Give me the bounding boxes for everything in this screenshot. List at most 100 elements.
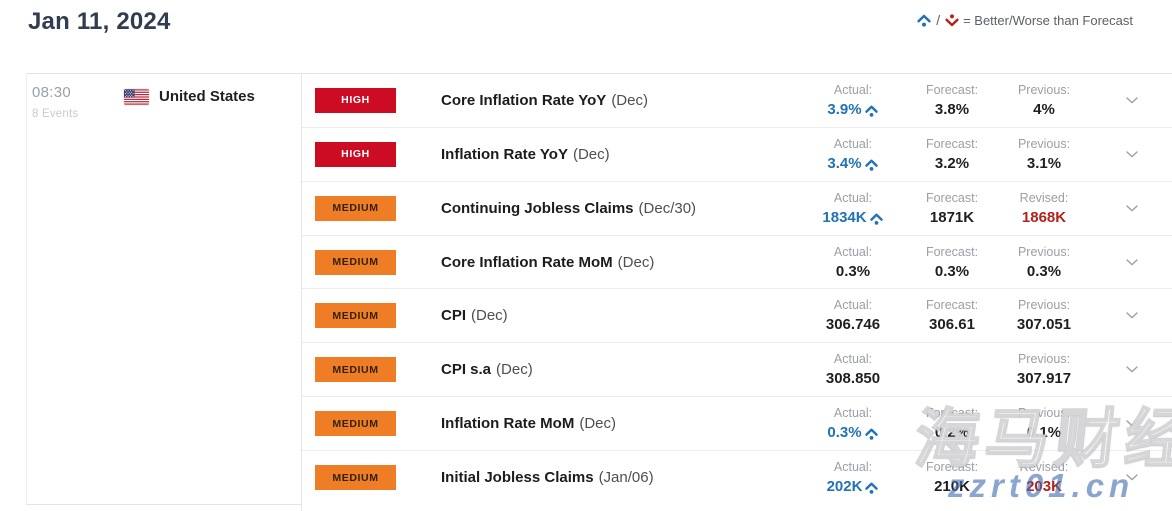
caret-down-dot-icon: [944, 13, 960, 28]
expand-chevron-icon[interactable]: [1122, 308, 1142, 323]
importance-cell: MEDIUM: [302, 182, 409, 235]
previous-column: Revised: 1868K: [996, 182, 1092, 235]
better-than-forecast-icon: [864, 104, 879, 118]
importance-cell: MEDIUM: [302, 343, 409, 396]
importance-badge: MEDIUM: [315, 195, 396, 221]
forecast-value: 306.61: [929, 316, 975, 334]
event-title: CPI s.a (Dec): [409, 343, 798, 396]
expand-chevron-icon[interactable]: [1122, 255, 1142, 270]
importance-badge: HIGH: [315, 87, 396, 113]
actual-column: Actual: 202K: [798, 451, 908, 505]
legend: / = Better/Worse than Forecast: [916, 12, 1133, 28]
importance-badge: HIGH: [315, 141, 396, 167]
legend-separator: /: [936, 12, 941, 28]
expand-cell: [1092, 451, 1172, 505]
column-divider: [301, 73, 302, 511]
actual-value: 308.850: [825, 370, 881, 388]
previous-label: Revised:: [1019, 460, 1069, 475]
previous-value: 307.917: [1016, 370, 1072, 388]
event-name: Continuing Jobless Claims: [441, 199, 634, 217]
importance-badge: MEDIUM: [315, 465, 396, 491]
expand-cell: [1092, 128, 1172, 181]
importance-badge: MEDIUM: [315, 357, 396, 383]
forecast-label: Forecast:: [925, 83, 979, 97]
actual-label: Actual:: [833, 460, 873, 475]
importance-badge: MEDIUM: [315, 411, 396, 437]
previous-column: Previous: 307.917: [996, 343, 1092, 396]
forecast-value: 210K: [934, 478, 970, 496]
actual-column: Actual: 3.9%: [798, 74, 908, 127]
forecast-column: Forecast: 3.2%: [908, 128, 996, 181]
table-left-border: [26, 73, 27, 504]
previous-value: 203K: [1026, 478, 1062, 496]
importance-cell: HIGH: [302, 74, 409, 127]
expand-chevron-icon[interactable]: [1122, 416, 1142, 431]
us-flag-icon: [124, 88, 149, 105]
previous-label: Previous:: [1017, 406, 1071, 421]
previous-column: Previous: 4%: [996, 74, 1092, 127]
previous-label: Previous:: [1017, 244, 1071, 259]
actual-label: Actual:: [833, 406, 873, 421]
previous-value: 1868K: [1021, 208, 1067, 226]
actual-column: Actual: 306.746: [798, 289, 908, 342]
event-row[interactable]: MEDIUM Initial Jobless Claims (Jan/06) A…: [302, 451, 1172, 505]
previous-value: 0.1%: [1026, 424, 1062, 442]
event-period: (Jan/06): [598, 469, 654, 487]
forecast-value: 3.2%: [934, 154, 970, 172]
event-row[interactable]: MEDIUM Core Inflation Rate MoM (Dec) Act…: [302, 235, 1172, 290]
country-block[interactable]: United States: [124, 88, 255, 105]
actual-value: 202K: [826, 478, 863, 496]
event-title: CPI (Dec): [409, 289, 798, 342]
previous-value: 0.3%: [1026, 262, 1062, 280]
event-row[interactable]: MEDIUM Continuing Jobless Claims (Dec/30…: [302, 181, 1172, 236]
event-name: CPI: [441, 307, 467, 325]
event-period: (Dec): [611, 91, 648, 109]
event-row[interactable]: MEDIUM CPI (Dec) Actual: 306.746 Forecas…: [302, 289, 1172, 344]
forecast-label: Forecast:: [925, 190, 979, 205]
event-row[interactable]: MEDIUM CPI s.a (Dec) Actual: 308.850 Pre…: [302, 343, 1172, 398]
importance-cell: HIGH: [302, 128, 409, 181]
forecast-column: Forecast: 0.2%: [908, 397, 996, 450]
event-title: Inflation Rate MoM (Dec): [409, 397, 798, 450]
actual-label: Actual:: [833, 244, 873, 259]
expand-cell: [1092, 289, 1172, 342]
forecast-column: Forecast: 0.3%: [908, 236, 996, 289]
importance-badge: MEDIUM: [315, 303, 396, 329]
expand-chevron-icon[interactable]: [1122, 201, 1142, 216]
events-list: HIGH Core Inflation Rate YoY (Dec) Actua…: [302, 74, 1172, 505]
actual-column: Actual: 0.3%: [798, 236, 908, 289]
expand-chevron-icon[interactable]: [1122, 470, 1142, 485]
event-name: Core Inflation Rate MoM: [441, 253, 613, 271]
forecast-label: Forecast:: [925, 460, 979, 475]
event-name: Inflation Rate MoM: [441, 415, 575, 433]
event-period: (Dec): [496, 361, 533, 379]
importance-cell: MEDIUM: [302, 289, 409, 342]
event-period: (Dec/30): [638, 199, 697, 217]
previous-label: Previous:: [1017, 83, 1071, 97]
page-title: Jan 11, 2024: [28, 8, 171, 35]
expand-chevron-icon[interactable]: [1122, 93, 1142, 108]
forecast-label: Forecast:: [925, 298, 979, 313]
event-row[interactable]: HIGH Core Inflation Rate YoY (Dec) Actua…: [302, 74, 1172, 128]
actual-value: 3.9%: [827, 101, 862, 118]
forecast-label: Forecast:: [925, 244, 979, 259]
event-title: Inflation Rate YoY (Dec): [409, 128, 798, 181]
actual-value: 0.3%: [835, 262, 871, 280]
actual-label: Actual:: [833, 136, 873, 151]
previous-label: Revised:: [1019, 190, 1069, 205]
legend-text: = Better/Worse than Forecast: [963, 12, 1133, 28]
actual-label: Actual:: [833, 352, 873, 367]
caret-up-dot-icon: [916, 13, 932, 28]
better-than-forecast-icon: [864, 481, 879, 495]
event-period: (Dec): [617, 253, 655, 271]
forecast-value: 0.3%: [934, 262, 970, 280]
event-row[interactable]: HIGH Inflation Rate YoY (Dec) Actual: 3.…: [302, 127, 1172, 182]
expand-chevron-icon[interactable]: [1122, 362, 1142, 377]
event-period: (Dec): [572, 145, 610, 163]
expand-cell: [1092, 182, 1172, 235]
expand-chevron-icon[interactable]: [1122, 147, 1142, 162]
previous-label: Previous:: [1017, 136, 1071, 151]
actual-column: Actual: 3.4%: [798, 128, 908, 181]
actual-label: Actual:: [833, 298, 873, 313]
event-row[interactable]: MEDIUM Inflation Rate MoM (Dec) Actual: …: [302, 397, 1172, 452]
